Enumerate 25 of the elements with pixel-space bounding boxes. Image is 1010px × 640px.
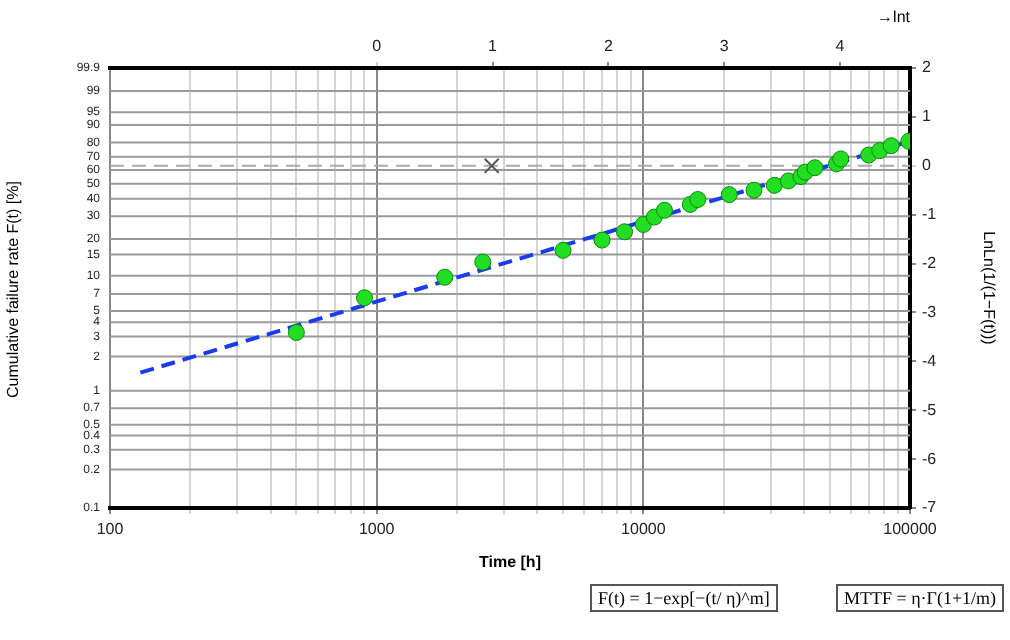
x-tick-label: 1000 xyxy=(358,520,396,539)
x-tick-label: 10000 xyxy=(621,520,667,539)
text: MTTF = η·Γ(1+1/m) xyxy=(836,584,1005,612)
y-tick-label: 2 xyxy=(922,58,932,77)
x2-tick-label: 2 xyxy=(603,36,614,55)
y-tick-label: -1 xyxy=(922,205,938,224)
y-tick-label: -4 xyxy=(922,351,938,370)
text: Cumulative failure rate F(t) [%] xyxy=(4,179,24,403)
text: F(t) = 1−exp[−(t/ η)^m] xyxy=(590,584,778,612)
y-tick-label: 0 xyxy=(922,156,932,175)
x-axis-title: Time [h] xyxy=(479,552,542,571)
y-tick-label: -5 xyxy=(922,400,938,419)
x-tick-label: 100 xyxy=(96,520,125,539)
y-tick-label: -2 xyxy=(922,253,938,272)
x-tick-label: 100000 xyxy=(883,520,938,539)
y-tick-label: 1 xyxy=(922,107,932,126)
y-tick-label: -7 xyxy=(922,498,938,517)
x2-axis-title: →lnt xyxy=(877,8,912,27)
y-tick-label: -6 xyxy=(922,449,938,468)
x2-tick-label: 3 xyxy=(719,36,730,55)
x2-tick-label: 1 xyxy=(488,36,499,55)
x2-tick-label: 0 xyxy=(372,36,383,55)
x2-tick-label: 4 xyxy=(835,36,846,55)
y-axis-title: LnLn(1/(1−F(t))) xyxy=(979,231,998,346)
y-tick-label: -3 xyxy=(922,302,938,321)
